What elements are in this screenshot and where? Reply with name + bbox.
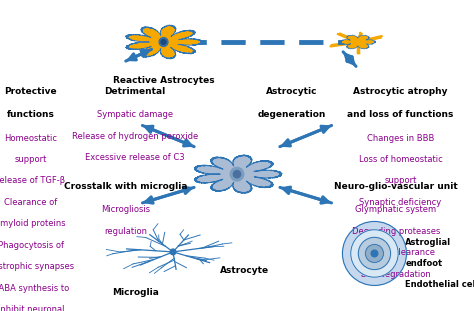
Ellipse shape: [170, 249, 176, 255]
Text: dystrophic synapses: dystrophic synapses: [0, 262, 74, 271]
Polygon shape: [194, 155, 282, 193]
Text: GABA synthesis to: GABA synthesis to: [0, 284, 69, 293]
Text: Crosstalk with microglia: Crosstalk with microglia: [64, 182, 187, 191]
Text: and loss of functions: and loss of functions: [347, 110, 454, 119]
Text: Phagocytosis of: Phagocytosis of: [0, 241, 64, 250]
Text: Microglia: Microglia: [112, 288, 158, 297]
Text: support: support: [384, 176, 417, 185]
Text: Microgliosis: Microgliosis: [101, 205, 150, 214]
Text: support: support: [15, 155, 47, 164]
Text: Astrocytic atrophy: Astrocytic atrophy: [353, 87, 448, 96]
Text: endfoot: endfoot: [405, 259, 442, 268]
Text: Sympatic damage: Sympatic damage: [97, 110, 173, 119]
Text: release of TGF-β: release of TGF-β: [0, 176, 65, 185]
Text: Homeostatic: Homeostatic: [4, 134, 57, 142]
Polygon shape: [126, 25, 204, 59]
Text: regulation: regulation: [104, 227, 147, 236]
Text: Release of hydrogen peroxide: Release of hydrogen peroxide: [72, 132, 198, 141]
Polygon shape: [340, 35, 375, 49]
Text: functions: functions: [7, 110, 55, 119]
Text: Neuro-glio-vascular unit: Neuro-glio-vascular unit: [334, 182, 458, 191]
Text: amyloid proteins: amyloid proteins: [0, 220, 66, 228]
Ellipse shape: [365, 244, 383, 262]
Text: Clearance of: Clearance of: [4, 198, 57, 207]
Text: Detrimental: Detrimental: [104, 87, 166, 96]
Text: Changes in BBB: Changes in BBB: [367, 134, 434, 142]
Text: Astrocytic: Astrocytic: [266, 87, 317, 96]
Ellipse shape: [233, 170, 241, 178]
Text: Degrading proteases: Degrading proteases: [352, 227, 440, 236]
Text: Loss of homeostatic: Loss of homeostatic: [359, 155, 442, 164]
Ellipse shape: [230, 167, 244, 181]
Ellipse shape: [159, 38, 168, 46]
Ellipse shape: [161, 39, 166, 44]
Text: and degradation: and degradation: [361, 270, 431, 279]
Text: Astrocyte: Astrocyte: [219, 266, 269, 275]
Ellipse shape: [371, 250, 378, 257]
Text: Protective: Protective: [4, 87, 57, 96]
Text: inhibit neuronal: inhibit neuronal: [0, 305, 64, 311]
Text: degeneration: degeneration: [257, 110, 326, 119]
Text: Astroglial: Astroglial: [405, 238, 451, 247]
Ellipse shape: [351, 230, 398, 277]
Text: Synaptic deficiency: Synaptic deficiency: [359, 198, 442, 207]
Text: Reactive Astrocytes: Reactive Astrocytes: [113, 76, 214, 85]
Text: Amyloid clearance: Amyloid clearance: [357, 248, 435, 257]
Text: Endothelial cells: Endothelial cells: [405, 280, 474, 289]
Text: Excessive release of C3: Excessive release of C3: [85, 153, 185, 162]
Ellipse shape: [358, 237, 391, 270]
Text: Glymphatic system: Glymphatic system: [355, 205, 437, 214]
Ellipse shape: [342, 221, 407, 285]
